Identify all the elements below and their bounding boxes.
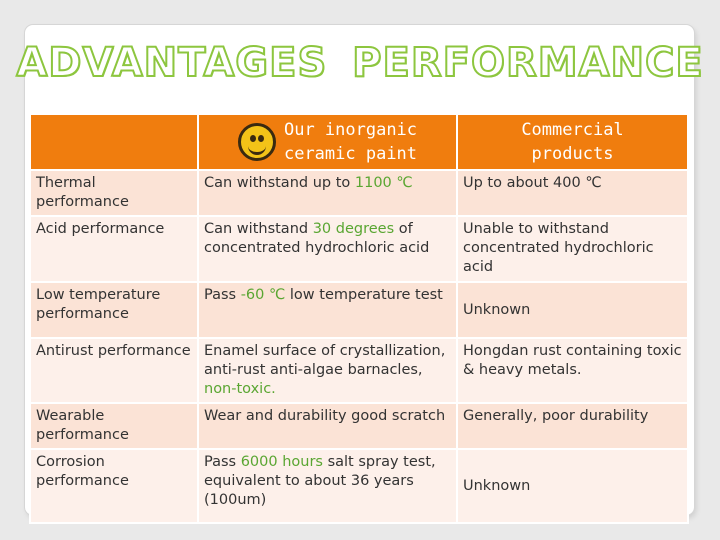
- row-label: Wearable performance: [29, 402, 199, 450]
- table-row: Wearable performance Wear and durability…: [29, 402, 689, 450]
- header-our-paint-line2: ceramic paint: [283, 144, 418, 164]
- header-our-paint: Our inorganic ceramic paint: [197, 113, 458, 171]
- commercial-cell: Generally, poor durability: [456, 402, 689, 450]
- header-commercial: Commercial products: [456, 113, 689, 171]
- commercial-cell: Up to about 400 ℃: [456, 169, 689, 217]
- our-paint-cell: Enamel surface of crystallization, anti-…: [197, 337, 458, 404]
- commercial-cell: Unknown: [456, 281, 689, 339]
- smiley-face-icon: [237, 123, 276, 161]
- row-label: Thermal performance: [29, 169, 199, 217]
- page-title: ADVANTAGES PERFORMANCE: [15, 39, 704, 87]
- header-our-paint-line1: Our inorganic: [283, 120, 418, 140]
- row-label: Acid performance: [29, 215, 199, 283]
- table-row: Low temperature performance Pass -60 ℃ l…: [29, 281, 689, 339]
- table-row: Thermal performance Can withstand up to …: [29, 169, 689, 217]
- comparison-table: Our inorganic ceramic paint Commercial p…: [29, 113, 689, 524]
- table-row: Corrosion performance Pass 6000 hours sa…: [29, 448, 689, 524]
- our-paint-cell: Wear and durability good scratch: [197, 402, 458, 450]
- table-row: Antirust performance Enamel surface of c…: [29, 337, 689, 404]
- table-header-row: Our inorganic ceramic paint Commercial p…: [29, 113, 689, 171]
- our-paint-cell: Can withstand up to 1100 ℃: [197, 169, 458, 217]
- header-commercial-line2: products: [531, 144, 614, 164]
- our-paint-cell: Can withstand 30 degrees of concentrated…: [197, 215, 458, 283]
- our-paint-cell: Pass 6000 hours salt spray test, equival…: [197, 448, 458, 524]
- header-empty-cell: [29, 113, 199, 171]
- commercial-cell: Unable to withstand concentrated hydroch…: [456, 215, 689, 283]
- row-label: Low temperature performance: [29, 281, 199, 339]
- our-paint-cell: Pass -60 ℃ low temperature test: [197, 281, 458, 339]
- row-label: Antirust performance: [29, 337, 199, 404]
- commercial-cell: Hongdan rust containing toxic & heavy me…: [456, 337, 689, 404]
- header-commercial-line1: Commercial: [521, 120, 624, 140]
- commercial-cell: Unknown: [456, 448, 689, 524]
- row-label: Corrosion performance: [29, 448, 199, 524]
- table-row: Acid performance Can withstand 30 degree…: [29, 215, 689, 283]
